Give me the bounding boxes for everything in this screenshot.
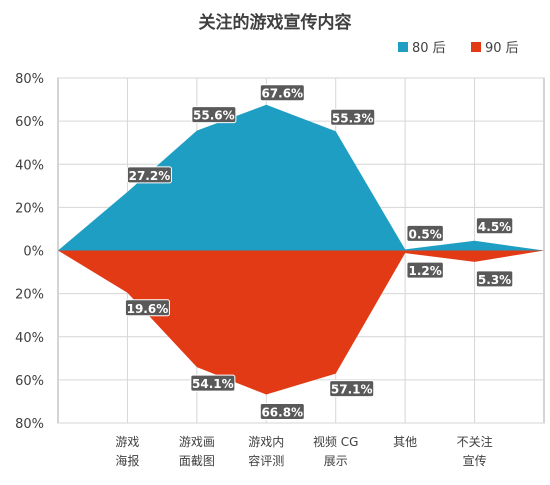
data-label-90-box [406,261,444,279]
data-label-80: 27.2% [129,169,171,183]
data-label-90: 57.1% [331,383,373,397]
data-label-90: 1.2% [409,264,442,278]
data-label-80-box [330,108,376,126]
data-label-80-box [191,106,237,124]
legend-swatch [471,42,481,52]
y-tick-label: 60% [15,115,44,130]
series-area-90 [58,250,544,395]
data-label-80-box [126,166,172,184]
data-label-80-box [475,217,514,235]
x-tick-label: 游戏内容评测 [248,435,284,468]
data-label-80-box [259,84,305,102]
data-label-90-box [475,270,514,288]
y-tick-label: 80% [15,72,44,87]
data-label-80-box [406,224,444,242]
y-tick-label: 40% [15,158,44,173]
data-label-80: 55.3% [332,111,374,125]
data-label-80: 4.5% [478,220,511,234]
y-tick-label: 0% [23,245,44,260]
x-tick-label: 视频 CG 展示 [313,434,359,468]
x-tick-label: 不关注宣传 [457,434,493,468]
data-label-90: 19.6% [127,302,169,316]
chart-title: 关注的游戏宣传内容 [198,13,352,33]
data-label-90-box [190,374,236,392]
y-tick-label: 20% [15,288,44,303]
y-tick-label: 60% [15,374,44,389]
data-label-80: 0.5% [409,227,442,241]
data-label-90: 54.1% [192,377,234,391]
data-label-80: 55.6% [193,109,235,123]
y-tick-label: 20% [15,201,44,216]
data-label-80: 67.6% [261,87,303,101]
data-label-90-box [329,380,375,398]
data-label-90-box [259,403,305,421]
data-label-90: 66.8% [261,406,303,420]
legend-label: 90 后 [485,41,519,56]
data-label-90-box [124,299,170,317]
x-tick-label: 游戏海报 [115,435,139,468]
x-tick-label: 游戏画面截图 [179,435,215,468]
legend-swatch [398,42,408,52]
series-area-80 [58,104,544,251]
y-tick-label: 80% [15,417,44,432]
x-tick-label: 其他 [393,435,417,449]
y-tick-label: 40% [15,331,44,346]
legend-label: 80 后 [412,41,446,56]
data-label-90: 5.3% [478,273,511,287]
